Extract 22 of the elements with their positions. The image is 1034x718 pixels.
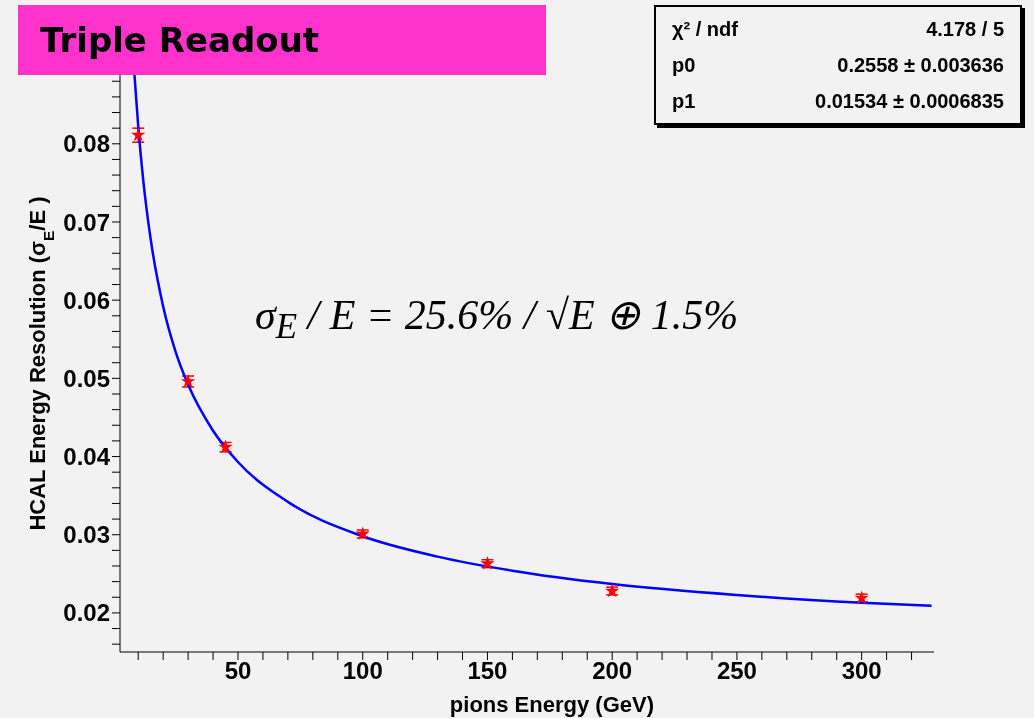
x-tick-label: 100 [342,657,383,685]
y-tick-label: 0.06 [63,286,110,314]
y-tick-label: 0.03 [63,521,110,549]
y-tick-label: 0.02 [63,599,110,627]
x-tick-label: 300 [841,657,882,685]
y-tick-label: 0.08 [63,130,110,158]
annotation: p0 [672,53,696,78]
annotation: σ$_{E}$ / E = 25.6% / √E ⊕ 1.5% [255,291,739,348]
y-tick-label: 0.07 [63,208,110,236]
x-tick-label: 200 [592,657,633,685]
annotation: p1 [672,89,696,114]
x-tick-label: 150 [467,657,508,685]
annotation: 0.2558 ± 0.003636 [837,53,1004,78]
x-tick-label: 250 [716,657,757,685]
y-tick-label: 0.04 [63,443,111,471]
title-banner: Triple Readout [18,5,546,75]
x-axis-title: pions Energy (GeV) [449,692,654,717]
y-tick-label: 0.05 [63,364,110,392]
text: 4.178 / 5 [926,18,1004,40]
text: χ² / ndf [672,18,738,40]
annotation: 0.01534 ± 0.0006835 [815,89,1004,114]
x-tick-label: 50 [224,657,252,685]
